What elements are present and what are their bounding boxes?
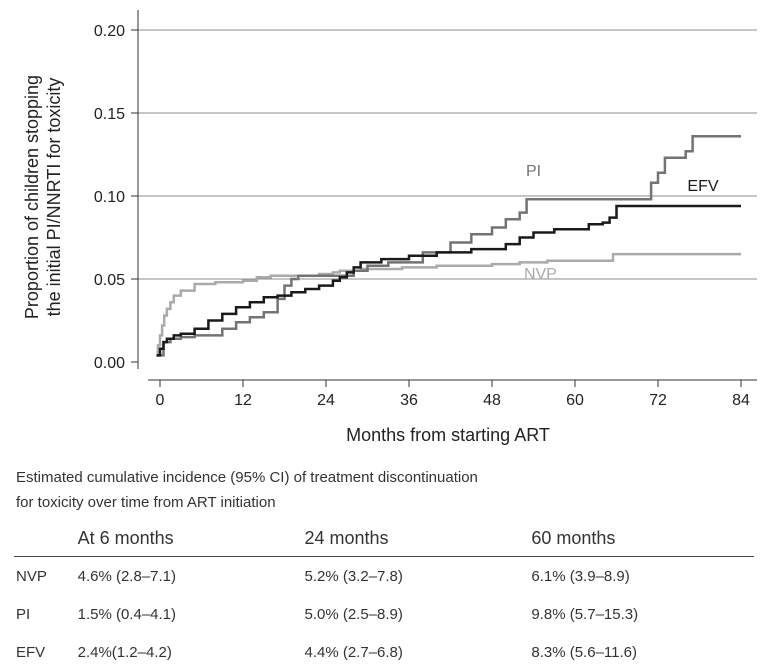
y-tick-label: 0.05: [94, 272, 125, 289]
table-cell: 6.1% (3.9–8.9): [531, 567, 630, 585]
series-label-nvp: NVP: [524, 266, 557, 283]
table-caption-line-2: for toxicity over time from ART initiati…: [16, 494, 276, 511]
series-label-efv: EFV: [687, 178, 718, 195]
table-cell: 4.6% (2.8–7.1): [77, 567, 177, 585]
y-axis-title: Proportion of children stopping the init…: [22, 75, 64, 319]
km-chart: 0.00 0.05 0.10 0.15 0.20 0 12 24 36 48 60 72 84 PI E…: [22, 10, 757, 445]
x-tick-label: 0: [156, 392, 165, 409]
table-row-label: EFV: [16, 643, 46, 661]
x-tick-label: 36: [400, 392, 418, 409]
table-header-row: At 6 months 24 months 60 months: [14, 520, 754, 557]
table-header-cell: 24 months: [304, 520, 532, 557]
table-cell: 9.8% (5.7–15.3): [531, 605, 639, 623]
series-line-efv: [156, 204, 741, 357]
table-cell: 4.4% (2.7–6.8): [304, 643, 403, 661]
x-tick-label: 60: [566, 392, 584, 409]
series-lines: [156, 134, 741, 357]
x-tick-label: 12: [234, 392, 252, 409]
table-row-label: NVP: [16, 567, 47, 585]
series-line-pi: [156, 134, 741, 357]
table-header-cell: [14, 520, 78, 557]
y-tick-label: 0.15: [94, 106, 125, 123]
table-header-cell: At 6 months: [77, 520, 305, 557]
table-header-cell: 60 months: [531, 520, 754, 557]
incidence-table: At 6 months 24 months 60 months NVP 4.6%…: [14, 520, 754, 671]
table-cell: 8.3% (5.6–11.6): [531, 643, 637, 661]
x-tick-label: 84: [732, 392, 750, 409]
y-axis-title-line-1: Proportion of children stopping: [22, 75, 42, 319]
series-line-nvp: [156, 252, 741, 357]
series-label-pi: PI: [526, 163, 541, 180]
x-tick-label: 24: [317, 392, 335, 409]
table-cell: 2.4%(1.2–4.2): [77, 643, 172, 661]
table-row: NVP 4.6% (2.8–7.1) 5.2% (3.2–7.8) 6.1% (…: [14, 557, 754, 596]
y-tick-label: 0.20: [94, 23, 125, 40]
y-tick-label: 0.10: [94, 189, 125, 206]
y-ticks: 0.00 0.05 0.10 0.15 0.20: [94, 23, 138, 372]
x-tick-label: 72: [649, 392, 667, 409]
table-row: EFV 2.4%(1.2–4.2) 4.4% (2.7–6.8) 8.3% (5…: [14, 633, 754, 671]
y-tick-label: 0.00: [94, 355, 125, 372]
table-cell: 5.2% (3.2–7.8): [304, 567, 403, 585]
table-cell: 1.5% (0.4–4.1): [77, 605, 177, 623]
series-annotations: PI EFV NVP: [524, 163, 719, 283]
x-axis-title: Months from starting ART: [346, 425, 550, 445]
axes: [137, 10, 757, 381]
x-ticks: 0 12 24 36 48 60 72 84: [156, 380, 750, 409]
table-row: PI 1.5% (0.4–4.1) 5.0% (2.5–8.9) 9.8% (5…: [14, 595, 754, 633]
table-cell: 5.0% (2.5–8.9): [304, 605, 403, 623]
table-row-label: PI: [16, 605, 31, 623]
table-caption-line-1: Estimated cumulative incidence (95% CI) …: [16, 469, 478, 486]
gridlines: [138, 29, 757, 280]
y-axis-title-line-2: the initial PI/NNRTI for toxicity: [44, 78, 64, 317]
x-tick-label: 48: [483, 392, 501, 409]
